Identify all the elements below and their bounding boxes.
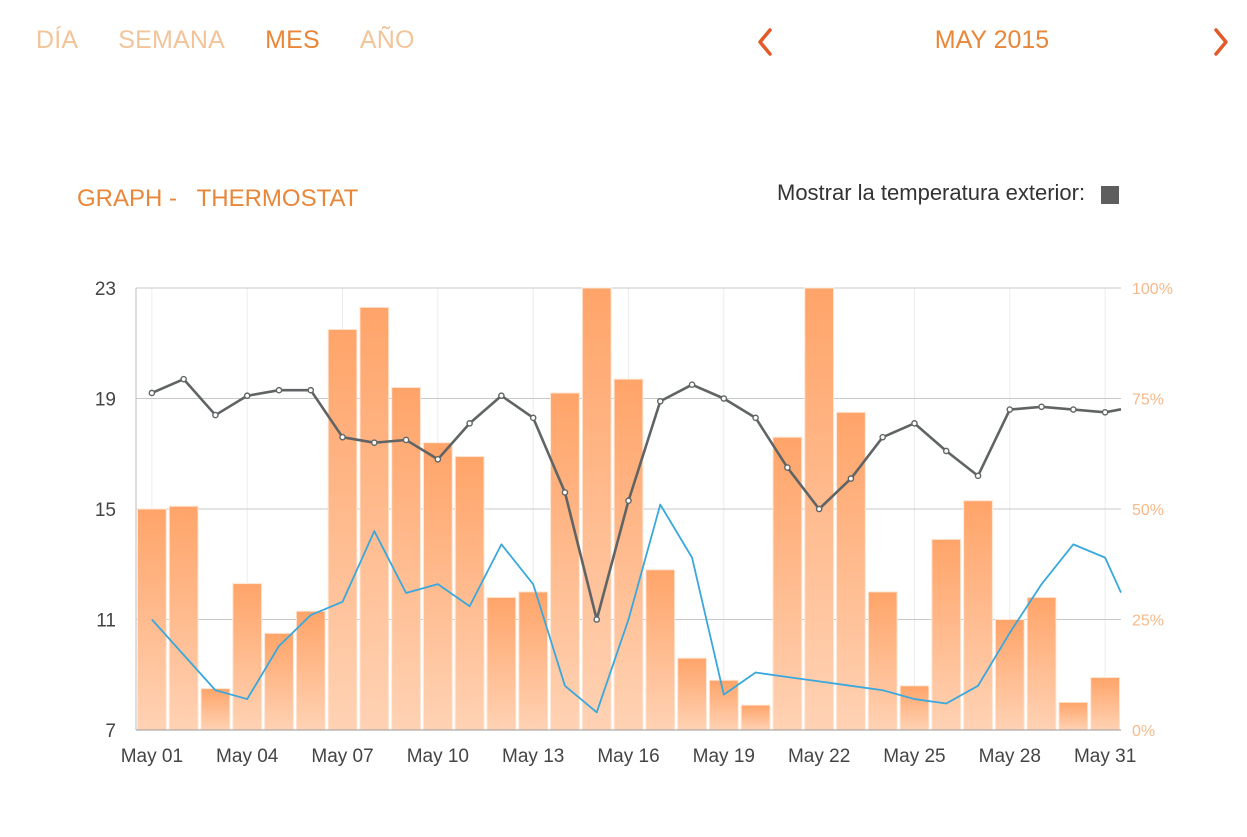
tab-week[interactable]: SEMANA: [118, 26, 226, 54]
x-tick-label: May 13: [502, 746, 564, 767]
humidity-line: [151, 503, 1122, 714]
temperature-point: [434, 455, 442, 463]
bar: [359, 306, 390, 731]
bar: [232, 583, 263, 731]
y-left-tick-label: 15: [95, 500, 116, 521]
bar: [740, 704, 771, 731]
x-tick-label: May 28: [979, 746, 1041, 767]
bar: [200, 688, 231, 731]
y-left-tick-label: 11: [96, 611, 116, 632]
tab-year[interactable]: AÑO: [359, 26, 415, 54]
temperature-point: [243, 392, 251, 400]
bar: [1026, 596, 1057, 731]
bar: [518, 591, 549, 731]
bar: [867, 591, 898, 731]
bar: [486, 596, 517, 731]
bar: [836, 411, 866, 731]
x-tick-label: May 31: [1074, 746, 1136, 767]
next-period-button[interactable]: [1208, 22, 1236, 62]
temperature-point: [593, 616, 601, 623]
temperature-point: [371, 439, 378, 447]
temperature-point: [625, 497, 632, 505]
temperature-point: [339, 433, 346, 441]
graph-title: GRAPH - THERMOSTAT: [77, 185, 359, 212]
temperature-point: [656, 397, 664, 405]
bar: [1058, 701, 1089, 731]
x-tick-label: May 07: [311, 746, 373, 767]
y-left-tick-label: 19: [95, 390, 116, 411]
temperature-point: [307, 386, 315, 394]
outside-temp-label: Mostrar la temperatura exterior:: [777, 180, 1086, 205]
bar: [645, 569, 676, 731]
temperature-point: [1006, 406, 1014, 413]
temperature-point: [752, 414, 759, 422]
temperature-point: [402, 436, 410, 444]
temperature-point: [974, 472, 982, 480]
bar: [772, 436, 803, 731]
y-right-tick-label: 0%: [1132, 723, 1155, 740]
x-tick-label: May 25: [883, 746, 945, 767]
bar: [550, 392, 580, 731]
temperature-point: [466, 420, 473, 427]
bar: [264, 632, 294, 731]
outside-temp-checkbox[interactable]: [1101, 185, 1120, 204]
temperature-point: [720, 395, 728, 402]
temperature-point: [148, 389, 156, 397]
temperature-point: [561, 489, 569, 496]
y-left-tick-label: 23: [95, 279, 116, 300]
temperature-point: [942, 447, 950, 455]
temperature-point: [529, 414, 537, 422]
outside-temp-toggle: Mostrar la temperatura exterior:: [777, 180, 1120, 206]
bar: [581, 287, 612, 731]
x-tick-label: May 10: [407, 746, 469, 767]
x-tick-label: May 19: [693, 746, 755, 767]
period-label: MAY 2015: [934, 26, 1050, 54]
temperature-point: [784, 464, 791, 471]
y-right-tick-label: 50%: [1132, 502, 1164, 519]
y-right-tick-label: 100%: [1132, 281, 1173, 298]
y-right-tick-label: 75%: [1132, 392, 1164, 409]
temperature-point: [911, 420, 918, 427]
bar: [963, 500, 993, 731]
period-tabs: DÍA SEMANA MES AÑO: [36, 26, 455, 55]
temperature-point: [1101, 409, 1109, 416]
tab-month[interactable]: MES: [265, 26, 320, 54]
prev-period-button[interactable]: [752, 22, 780, 62]
temperature-point: [212, 411, 219, 419]
bar: [677, 657, 707, 731]
temperature-point: [879, 433, 886, 441]
bar: [168, 505, 199, 731]
x-tick-label: May 22: [788, 746, 850, 767]
bar: [994, 619, 1025, 731]
bar: [454, 456, 485, 731]
temperature-point: [688, 381, 696, 388]
chevron-right-icon: [1214, 28, 1228, 56]
bar: [1090, 677, 1121, 731]
tab-day[interactable]: DÍA: [36, 26, 79, 54]
x-tick-label: May 04: [216, 746, 279, 767]
bar: [327, 328, 358, 731]
y-left-tick-label: 7: [105, 721, 116, 742]
temperature-point: [275, 386, 283, 394]
bar: [899, 685, 930, 731]
bar: [295, 610, 326, 731]
temperature-point: [815, 505, 823, 513]
temperature-point: [1038, 403, 1045, 411]
temperature-point: [498, 392, 505, 400]
x-tick-label: May 01: [121, 746, 183, 767]
temperature-point: [847, 475, 855, 482]
y-right-tick-label: 25%: [1132, 613, 1164, 630]
x-tick-label: May 16: [597, 746, 659, 767]
chevron-left-icon: [758, 28, 772, 56]
temperature-point: [180, 375, 187, 383]
temperature-line: [151, 377, 1122, 621]
bar: [613, 378, 644, 731]
temperature-point: [1070, 406, 1077, 413]
